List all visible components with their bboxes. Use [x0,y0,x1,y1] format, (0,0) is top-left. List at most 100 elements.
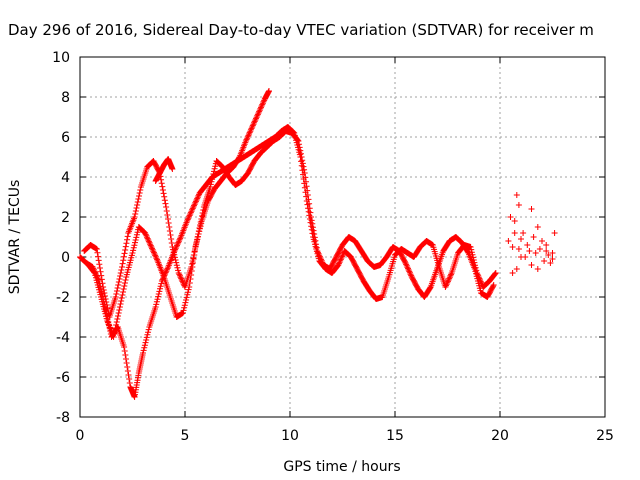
interpolated-point [407,271,414,278]
interpolated-point [335,260,342,267]
interpolated-point [307,209,314,216]
data-point [186,284,193,290]
x-tick-label: 0 [76,428,85,444]
interpolated-point [443,281,450,288]
interpolated-point [153,255,160,262]
data-point [169,244,176,250]
interpolated-point [192,199,199,206]
interpolated-point [189,205,196,212]
interpolated-point [191,252,198,258]
interpolated-point [185,286,192,293]
interpolated-point [168,236,175,242]
interpolated-point [117,301,124,307]
data-point [528,262,535,268]
interpolated-point [260,98,267,105]
interpolated-point [248,125,255,132]
interpolated-point [96,265,103,271]
interpolated-point [120,253,127,260]
interpolated-point [121,250,128,257]
interpolated-point [133,205,140,211]
interpolated-point [405,267,412,273]
interpolated-point [155,291,162,297]
interpolated-point [132,239,139,246]
interpolated-point [174,264,181,271]
data-point [536,246,543,252]
interpolated-point [184,289,191,296]
interpolated-point [191,248,198,254]
interpolated-point [301,166,308,173]
interpolated-point [121,280,128,286]
interpolated-point [178,277,185,283]
data-point [131,214,138,220]
x-axis-label: GPS time / hours [283,459,400,475]
interpolated-point [178,275,185,282]
data-point [242,138,249,144]
interpolated-point [151,251,158,257]
interpolated-point [247,126,254,133]
data-point [515,202,522,208]
axis-ticks: 0 5 10 15 20 25 -8 -6 -4 -2 0 2 4 6 8 10 [52,50,614,444]
interpolated-point [211,165,218,172]
interpolated-point [183,297,190,303]
interpolated-point [319,259,326,266]
interpolated-point [299,157,306,164]
interpolated-point [444,278,451,285]
interpolated-point [141,342,148,349]
interpolated-point [175,267,182,274]
interpolated-point [443,282,450,289]
data-point [507,214,514,220]
interpolated-point [150,248,157,255]
interpolated-point [144,331,151,338]
interpolated-point [490,283,497,290]
data-point [93,246,100,252]
data-point [541,258,548,264]
interpolated-point [176,272,183,279]
data-point [534,266,541,272]
interpolated-point [212,163,219,170]
interpolated-point [464,249,471,255]
interpolated-point [95,253,102,260]
data-point [549,250,556,256]
interpolated-point [193,241,200,248]
interpolated-point [403,261,410,268]
interpolated-point [256,107,263,114]
data-point [513,192,520,198]
interpolated-point [118,267,125,273]
interpolated-point [339,253,346,260]
interpolated-point [311,234,318,241]
interpolated-point [154,296,161,303]
data-point [255,110,262,116]
interpolated-point [198,220,205,227]
y-axis-label: SDTVAR / TECUs [7,180,23,295]
interpolated-point [170,249,177,256]
data-point [207,184,214,190]
interpolated-point [126,380,133,386]
interpolated-point [172,257,179,263]
interpolated-point [294,137,301,144]
interpolated-point [114,316,121,322]
interpolated-point [250,121,257,128]
interpolated-point [447,272,454,279]
data-point [549,256,556,262]
interpolated-point [143,337,150,343]
interpolated-point [257,105,264,112]
interpolated-point [195,192,202,199]
data-point [175,270,182,276]
interpolated-point [162,200,169,207]
interpolated-point [183,294,190,301]
interpolated-point [132,237,139,243]
interpolated-point [158,180,165,187]
interpolated-point [163,266,170,273]
interpolated-point [337,257,344,264]
interpolated-point [246,129,253,136]
interpolated-point [152,253,159,260]
interpolated-point [296,141,303,148]
interpolated-point [195,231,202,237]
interpolated-point [159,187,166,193]
interpolated-point [182,299,189,306]
interpolated-point [134,202,141,208]
interpolated-point [190,256,197,262]
interpolated-point [189,260,196,266]
data-point [520,230,527,236]
interpolated-point [208,178,215,185]
